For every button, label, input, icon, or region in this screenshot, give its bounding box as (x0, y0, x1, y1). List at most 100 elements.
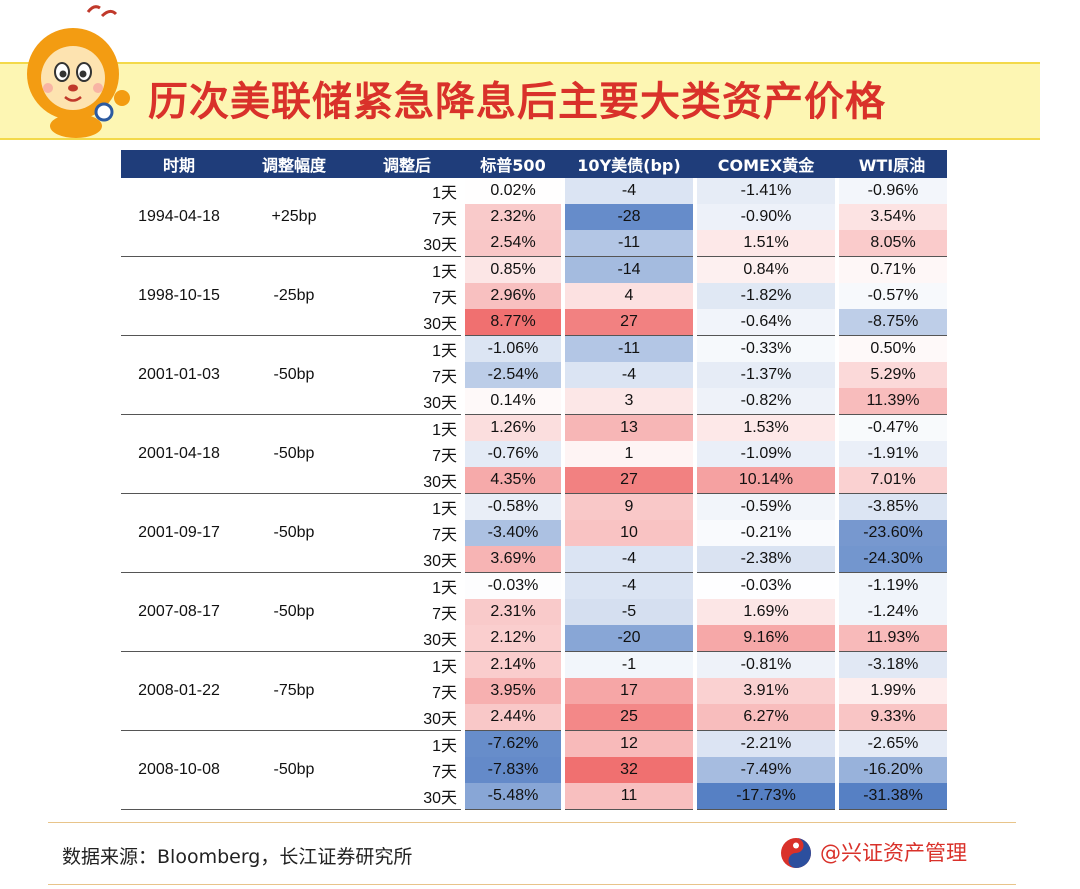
header-period: 时期 (121, 150, 237, 178)
table-row: 30天 3.69% -4 -2.38% -24.30% (121, 546, 947, 573)
cell-comex-gold: -1.41% (693, 178, 837, 204)
table-row: 7天 -3.40% 10 -0.21% -23.60% (121, 520, 947, 546)
cell-sp500: 0.14% (461, 388, 563, 415)
period-label: 30天 (351, 704, 463, 731)
cell-treasury-10y: -4 (561, 178, 695, 204)
table-row: 1998-10-15 -25bp 1天 0.85% -14 0.84% 0.71% (121, 256, 947, 336)
cell-wti-oil: -0.47% (835, 414, 947, 441)
cell-sp500: 2.32% (461, 204, 563, 230)
period-label: 7天 (432, 527, 457, 544)
header-wti-oil: WTI原油 (837, 150, 947, 178)
cell-wti-oil: 0.50% (835, 335, 947, 362)
period-label: 7天 (432, 369, 457, 386)
cell-treasury-10y: 10 (561, 520, 695, 546)
cell-wti-oil: -8.75% (835, 309, 947, 336)
cell-comex-gold: -2.21% (693, 730, 837, 757)
brand-logo-icon (781, 838, 811, 868)
cell-wti-oil: 8.05% (835, 230, 947, 257)
cell-sp500: -2.54% (461, 362, 563, 388)
cell-comex-gold: -1.82% (693, 283, 837, 309)
data-source-note: 数据来源：Bloomberg，长江证券研究所 (62, 846, 413, 868)
event-date: 2008-10-08 (121, 730, 237, 810)
cell-comex-gold: 0.84% (693, 256, 837, 283)
cell-sp500: 0.02% (461, 178, 563, 204)
cell-comex-gold: 6.27% (693, 704, 837, 731)
period-label: 1天 (432, 659, 457, 676)
cell-wti-oil: -0.57% (835, 283, 947, 309)
header-sp500: 标普500 (463, 150, 563, 178)
table-row: 2008-10-08 -50bp 1天 -7.62% 12 -2.21% -2.65% (121, 730, 947, 810)
cell-comex-gold: -7.49% (693, 757, 837, 783)
cell-wti-oil: -16.20% (835, 757, 947, 783)
table-row: 2007-08-17 -50bp 1天 -0.03% -4 -0.03% -1.19% (121, 572, 947, 652)
cell-treasury-10y: 13 (561, 414, 695, 441)
table-row: 7天 -7.83% 32 -7.49% -16.20% (121, 757, 947, 783)
period-label: 30天 (351, 625, 463, 652)
cell-treasury-10y: -1 (561, 651, 695, 678)
table-row: 7天 -2.54% -4 -1.37% 5.29% (121, 362, 947, 388)
cell-treasury-10y: -4 (561, 572, 695, 599)
cell-sp500: 2.14% (461, 651, 563, 678)
event-date: 1994-04-18 (121, 178, 237, 257)
table-row: 2008-01-22 -75bp 1天 2.14% -1 -0.81% -3.18% (121, 651, 947, 731)
table-row: 30天 2.44% 25 6.27% 9.33% (121, 704, 947, 731)
period-label: 30天 (351, 783, 463, 810)
brand-watermark: @兴证资产管理 (780, 836, 967, 870)
cell-sp500: 4.35% (461, 467, 563, 494)
cell-treasury-10y: -14 (561, 256, 695, 283)
cell-sp500: 1.26% (461, 414, 563, 441)
cell-treasury-10y: -5 (561, 599, 695, 625)
period-label: 1天 (432, 738, 457, 755)
cell-sp500: 3.69% (461, 546, 563, 573)
cell-treasury-10y: 12 (561, 730, 695, 757)
period-label: 1天 (432, 185, 457, 202)
period-label: 7天 (432, 606, 457, 623)
period-label: 30天 (351, 467, 463, 494)
cell-wti-oil: 5.29% (835, 362, 947, 388)
event-date: 2001-04-18 (121, 414, 237, 494)
cell-sp500: -0.76% (461, 441, 563, 467)
table-row: 30天 8.77% 27 -0.64% -8.75% (121, 309, 947, 336)
table-row: 2001-09-17 -50bp 1天 -0.58% 9 -0.59% -3.85% (121, 493, 947, 573)
event-date: 1998-10-15 (121, 256, 237, 336)
event-date: 2007-08-17 (121, 572, 237, 652)
cell-comex-gold: -0.33% (693, 335, 837, 362)
cell-wti-oil: 0.71% (835, 256, 947, 283)
event-date: 2001-01-03 (121, 335, 237, 415)
table-row: 30天 2.12% -20 9.16% 11.93% (121, 625, 947, 652)
cell-sp500: 2.31% (461, 599, 563, 625)
period-label: 30天 (351, 230, 463, 257)
cell-sp500: 2.12% (461, 625, 563, 652)
cell-treasury-10y: 17 (561, 678, 695, 704)
cell-treasury-10y: 32 (561, 757, 695, 783)
cell-wti-oil: -2.65% (835, 730, 947, 757)
footer-rule-bottom (48, 884, 1016, 885)
cell-comex-gold: 3.91% (693, 678, 837, 704)
period-label: 1天 (432, 343, 457, 360)
table-row: 7天 -0.76% 1 -1.09% -1.91% (121, 441, 947, 467)
table-row: 30天 0.14% 3 -0.82% 11.39% (121, 388, 947, 415)
table-row: 7天 2.31% -5 1.69% -1.24% (121, 599, 947, 625)
cell-wti-oil: -1.19% (835, 572, 947, 599)
rate-adjustment: -50bp (237, 335, 351, 415)
cell-comex-gold: -0.90% (693, 204, 837, 230)
period-label: 7天 (432, 764, 457, 781)
cell-sp500: 3.95% (461, 678, 563, 704)
cell-sp500: -5.48% (461, 783, 563, 810)
period-label: 30天 (351, 309, 463, 336)
cell-sp500: -0.58% (461, 493, 563, 520)
table-row: 1994-04-18 +25bp 1天 0.02% -4 -1.41% -0.96% (121, 178, 947, 257)
header-comex-gold: COMEX黄金 (695, 150, 837, 178)
cell-wti-oil: -1.91% (835, 441, 947, 467)
cell-treasury-10y: 25 (561, 704, 695, 731)
cell-comex-gold: 1.51% (693, 230, 837, 257)
table-row: 30天 2.54% -11 1.51% 8.05% (121, 230, 947, 257)
lion-mascot-icon (27, 5, 130, 138)
period-label: 1天 (432, 422, 457, 439)
cell-sp500: 0.85% (461, 256, 563, 283)
cell-wti-oil: -0.96% (835, 178, 947, 204)
cell-treasury-10y: -28 (561, 204, 695, 230)
cell-treasury-10y: 3 (561, 388, 695, 415)
rate-cut-asset-table: 时期 调整幅度 调整后 标普500 10Y美债(bp) COMEX黄金 WTI原… (121, 150, 947, 810)
rate-adjustment: -75bp (237, 651, 351, 731)
